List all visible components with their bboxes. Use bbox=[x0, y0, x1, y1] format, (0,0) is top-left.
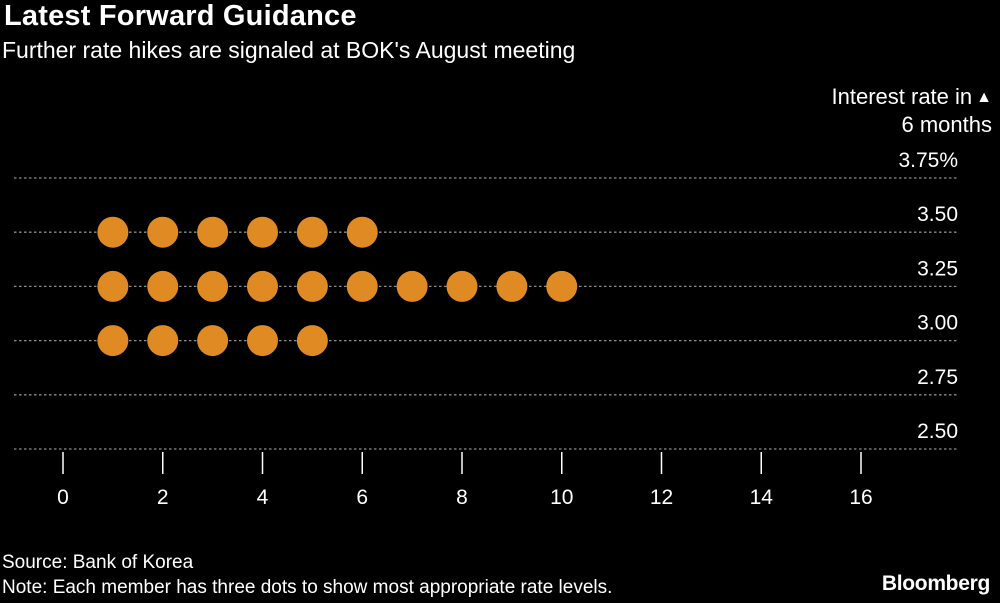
source-note: Source: Bank of Korea bbox=[2, 552, 194, 573]
rate-dot bbox=[247, 216, 278, 248]
rate-dot bbox=[396, 270, 428, 302]
rate-dot bbox=[147, 325, 179, 357]
rate-dot bbox=[546, 270, 578, 302]
rate-dot bbox=[346, 270, 378, 302]
rate-dot bbox=[296, 325, 328, 357]
x-tick-label: 8 bbox=[456, 486, 468, 509]
x-tick-label: 2 bbox=[157, 486, 169, 509]
chart-subtitle: Further rate hikes are signaled at BOK's… bbox=[2, 37, 576, 63]
y-axis-tick-labels: 3.75% 3.50 3.25 3.00 2.75 2.50 bbox=[898, 149, 958, 443]
rate-dot bbox=[247, 325, 278, 357]
rate-dot bbox=[296, 216, 328, 248]
x-tick-label: 10 bbox=[550, 486, 573, 509]
rate-dot bbox=[197, 325, 229, 357]
rate-dot bbox=[147, 270, 179, 302]
y-axis-label-line2: 6 months bbox=[901, 112, 993, 137]
x-axis: 0 2 4 6 8 10 12 14 16 bbox=[57, 452, 873, 509]
chart-title: Latest Forward Guidance bbox=[4, 0, 357, 32]
rate-dot bbox=[296, 270, 328, 302]
x-tick-label: 14 bbox=[750, 486, 774, 509]
x-tick-label: 16 bbox=[849, 486, 872, 509]
rate-dot bbox=[97, 216, 129, 248]
rate-dot bbox=[197, 216, 229, 248]
rate-dot bbox=[247, 270, 278, 302]
y-tick-label: 3.50 bbox=[917, 203, 958, 226]
x-tick-label: 12 bbox=[650, 486, 673, 509]
y-tick-label: 2.50 bbox=[917, 420, 958, 443]
dot-series bbox=[97, 216, 578, 357]
rate-dot bbox=[97, 270, 129, 302]
rate-dot bbox=[496, 270, 528, 302]
x-tick-label: 4 bbox=[257, 486, 269, 509]
y-axis-label-line1: Interest rate in bbox=[831, 84, 973, 109]
rate-dot bbox=[446, 270, 478, 302]
y-tick-label: 3.00 bbox=[917, 312, 958, 335]
y-tick-label: 3.75% bbox=[898, 149, 958, 172]
rate-dot bbox=[346, 216, 378, 248]
rate-dot bbox=[97, 325, 129, 357]
rate-dot bbox=[147, 216, 179, 248]
bloomberg-logo: Bloomberg bbox=[881, 572, 990, 595]
triangle-up-icon: ▲ bbox=[976, 89, 992, 106]
x-tick-label: 0 bbox=[57, 486, 69, 509]
y-tick-label: 3.25 bbox=[917, 257, 958, 280]
rate-dot bbox=[197, 270, 229, 302]
footnote: Note: Each member has three dots to show… bbox=[2, 577, 613, 598]
y-tick-label: 2.75 bbox=[917, 366, 958, 389]
y-axis-label: Interest rate in ▲ 6 months bbox=[692, 83, 992, 138]
x-tick-label: 6 bbox=[356, 486, 368, 509]
